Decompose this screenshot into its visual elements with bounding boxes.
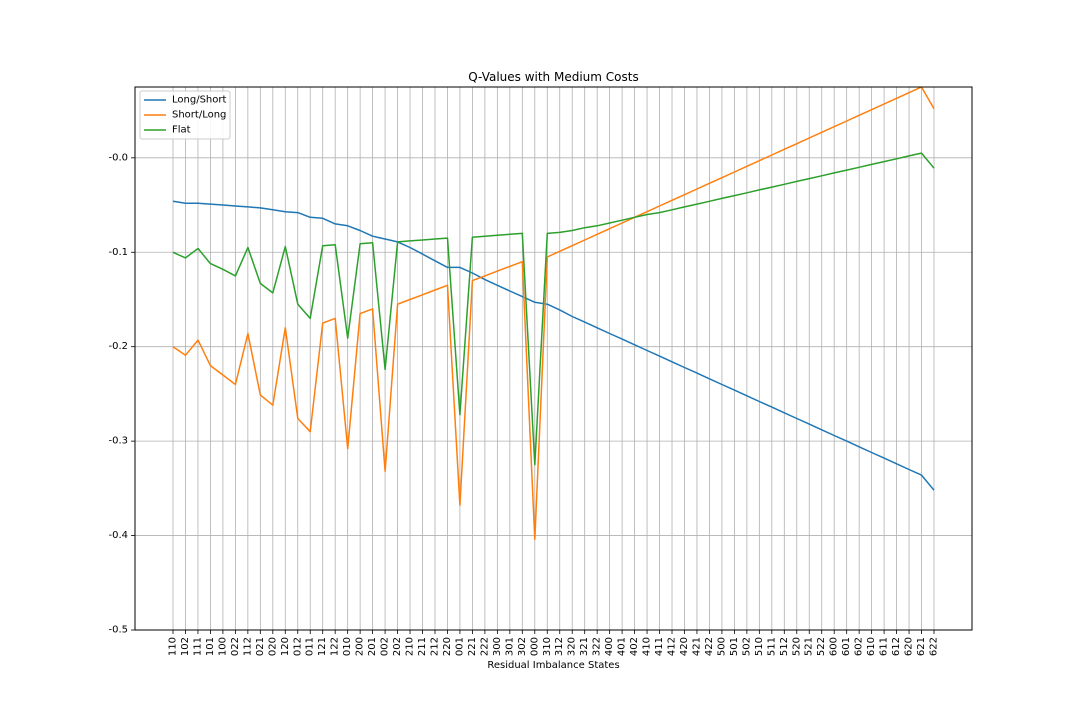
series-line-flat [172, 152, 935, 466]
x-tick-label: 321 [579, 637, 590, 656]
x-tick-label: 120 [280, 637, 291, 656]
x-tick-label: 221 [467, 637, 478, 656]
x-tick-label: 310 [542, 637, 553, 656]
grid-lines [135, 87, 972, 631]
x-tick-label: 421 [691, 637, 702, 656]
x-tick-label: 621 [916, 637, 927, 656]
x-tick-label: 002 [380, 637, 391, 656]
x-tick-label: 000 [529, 637, 540, 656]
x-tick-label: 011 [305, 637, 316, 656]
x-tick-label: 502 [741, 637, 752, 656]
x-tick-label: 001 [454, 637, 465, 656]
x-tick-label: 602 [854, 637, 865, 656]
x-tick-label: 410 [642, 637, 653, 656]
x-tick-label: 102 [180, 637, 191, 656]
x-tick-label: 112 [242, 637, 253, 656]
x-tick-label: 022 [230, 637, 241, 656]
series-layer [172, 87, 935, 541]
legend: Long/Short Short/Long Flat [139, 90, 231, 140]
x-tick-label: 520 [791, 637, 802, 656]
x-tick-label: 401 [617, 637, 628, 656]
x-tick-label: 222 [479, 637, 490, 656]
x-tick-label: 422 [704, 637, 715, 656]
series-line-short-long [172, 87, 935, 541]
chart-title: Q-Values with Medium Costs [468, 70, 638, 84]
x-tick-label: 201 [367, 637, 378, 656]
x-tick-label: 612 [891, 637, 902, 656]
x-tick-label: 021 [255, 637, 266, 656]
y-tick-label: -0.1 [108, 247, 128, 258]
x-tick-label: 611 [879, 637, 890, 656]
x-tick-label: 302 [517, 637, 528, 656]
legend-label: Flat [172, 125, 191, 136]
x-tick-label: 511 [766, 637, 777, 656]
x-tick-label: 620 [904, 637, 915, 656]
x-tick-label: 101 [205, 637, 216, 656]
x-tick-label: 402 [629, 637, 640, 656]
x-tick-label: 320 [567, 637, 578, 656]
x-tick-label: 211 [417, 637, 428, 656]
x-tick-label: 121 [317, 637, 328, 656]
x-tick-label: 220 [442, 637, 453, 656]
x-tick-label: 601 [841, 637, 852, 656]
x-axis-label: Residual Imbalance States [487, 660, 619, 671]
x-tick-label: 420 [679, 637, 690, 656]
plot-frame [134, 86, 973, 631]
x-tick-label: 610 [866, 637, 877, 656]
x-tick-label: 300 [492, 637, 503, 656]
x-tick-label: 501 [729, 637, 740, 656]
x-tick-label: 522 [816, 637, 827, 656]
y-tick-label: -0.4 [108, 530, 128, 541]
legend-label: Long/Short [172, 95, 226, 106]
legend-label: Short/Long [172, 110, 226, 121]
x-tick-label: 122 [330, 637, 341, 656]
x-tick-label: 322 [592, 637, 603, 656]
x-tick-label: 202 [392, 637, 403, 656]
x-tick-label: 500 [716, 637, 727, 656]
y-tick-label: -0.2 [108, 341, 128, 352]
x-tick-label: 301 [504, 637, 515, 656]
x-tick-label: 512 [779, 637, 790, 656]
x-tick-label: 411 [654, 637, 665, 656]
series-line-long-short [172, 200, 935, 491]
x-tick-label: 210 [405, 637, 416, 656]
x-tick-label: 400 [604, 637, 615, 656]
x-tick-label: 200 [355, 637, 366, 656]
x-tick-label: 212 [429, 637, 440, 656]
x-tick-label: 622 [929, 637, 940, 656]
x-tick-label: 600 [829, 637, 840, 656]
x-axis: 110 102 111 101 100 022 112 021 020 120 012 011 121 1… [168, 630, 940, 656]
x-tick-label: 012 [292, 637, 303, 656]
x-tick-label: 110 [168, 637, 179, 656]
y-tick-label: -0.3 [108, 436, 128, 447]
y-tick-label: -0.5 [108, 625, 128, 636]
x-tick-label: 010 [342, 637, 353, 656]
y-tick-label: -0.0 [108, 152, 128, 163]
x-tick-label: 111 [192, 637, 203, 656]
x-tick-label: 100 [217, 637, 228, 656]
x-tick-label: 020 [267, 637, 278, 656]
x-tick-label: 412 [667, 637, 678, 656]
x-tick-label: 521 [804, 637, 815, 656]
legend-box [139, 90, 231, 140]
x-tick-label: 510 [754, 637, 765, 656]
x-tick-label: 312 [554, 637, 565, 656]
y-axis: -0.5 -0.4 -0.3 -0.2 -0.1 -0.0 [108, 152, 135, 636]
